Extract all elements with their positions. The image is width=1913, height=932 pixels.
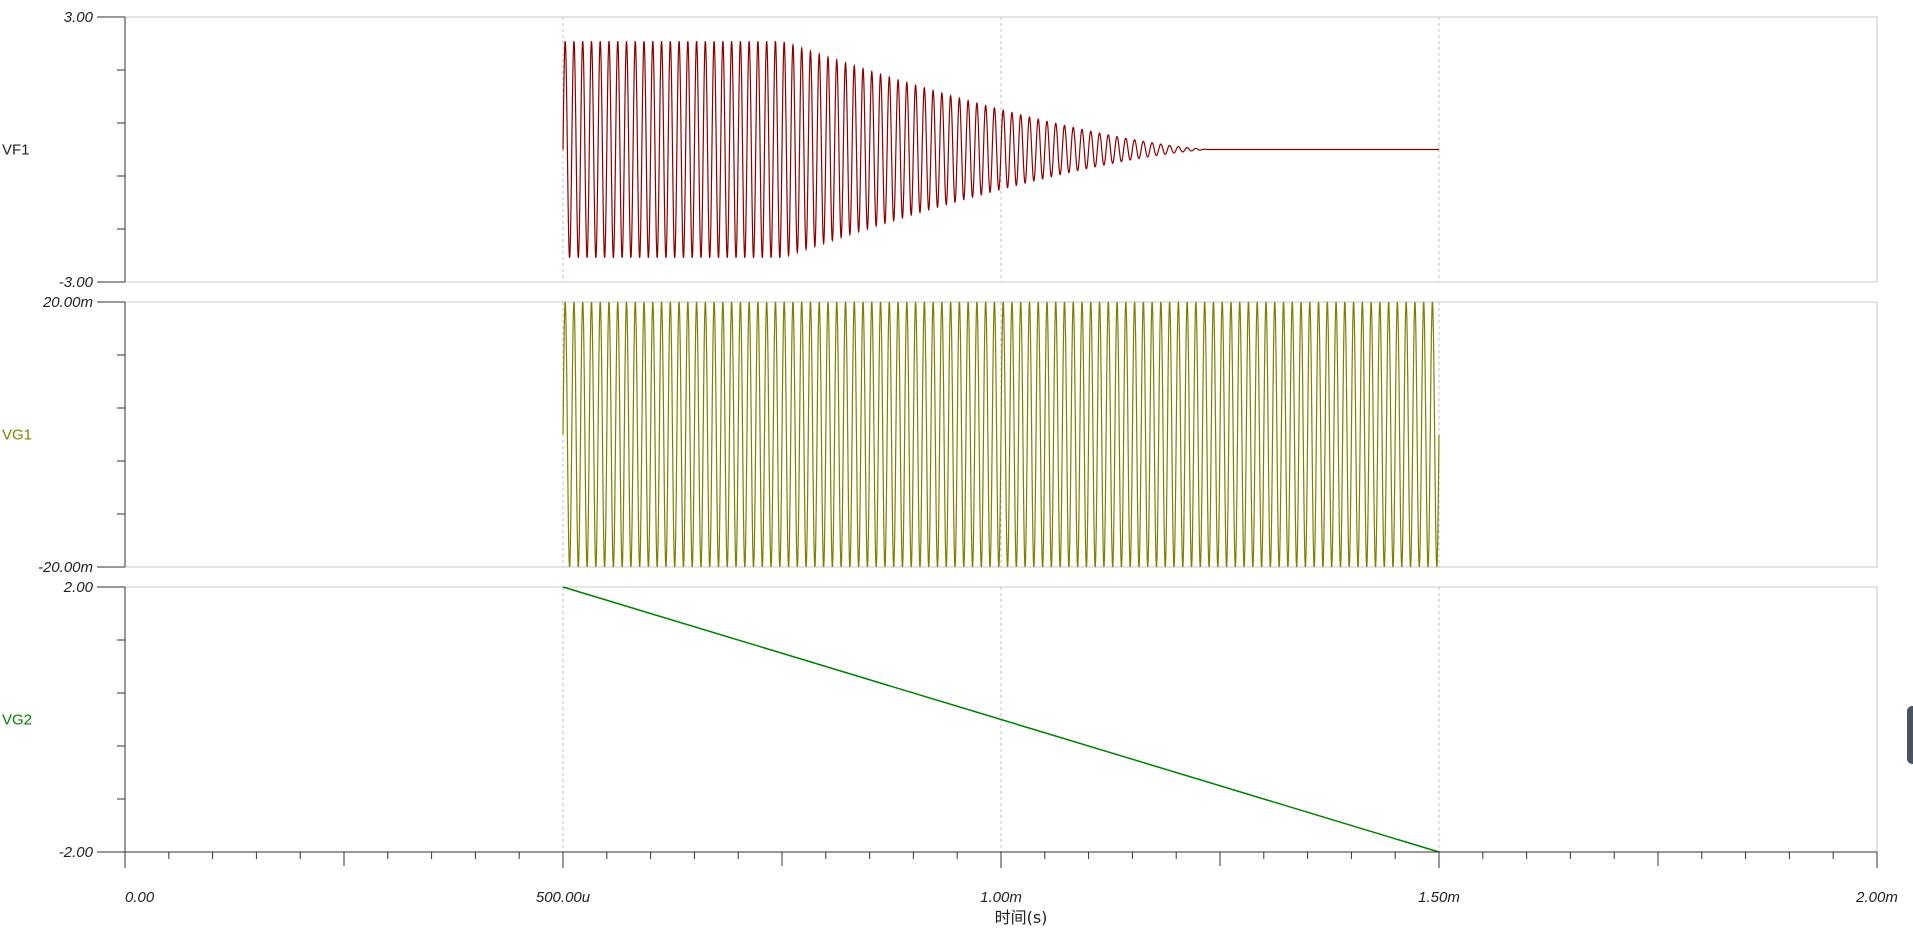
y-tick-label-bottom: -2.00 (59, 844, 94, 861)
x-axis: 0.00 500.00u 1.00m 1.50m 2.00m 时间(s) (124, 851, 1898, 927)
x-tick-label: 1.00m (980, 889, 1022, 906)
y-tick-label-top: 3.00 (64, 9, 94, 26)
x-tick-label: 1.50m (1418, 889, 1460, 906)
trace-vf1 (562, 41, 1439, 258)
y-tick-label-top: 2.00 (63, 579, 94, 596)
x-tick-label: 0.00 (125, 889, 155, 906)
y-tick-label-bottom: -20.00m (38, 559, 93, 576)
x-tick-label: 500.00u (536, 889, 591, 906)
y-tick-label-top: 20.00m (42, 294, 93, 311)
y-tick-label-bottom: -3.00 (59, 274, 94, 291)
panel-vg1: 20.00m -20.00m VG1 (2, 294, 1878, 576)
panel-vf1: 3.00 -3.00 VF1 (2, 9, 1878, 291)
trace-vg1 (562, 301, 1440, 568)
side-panel-handle[interactable] (1907, 706, 1913, 764)
x-axis-title: 时间(s) (995, 908, 1048, 927)
trace-label-vg1: VG1 (2, 427, 32, 444)
panel-vg2: 2.00 -2.00 VG2 (2, 579, 1878, 861)
trace-label-vf1: VF1 (2, 142, 30, 159)
trace-label-vg2: VG2 (2, 712, 32, 729)
x-tick-label: 2.00m (1855, 889, 1898, 906)
trace-vg2 (562, 586, 1440, 853)
